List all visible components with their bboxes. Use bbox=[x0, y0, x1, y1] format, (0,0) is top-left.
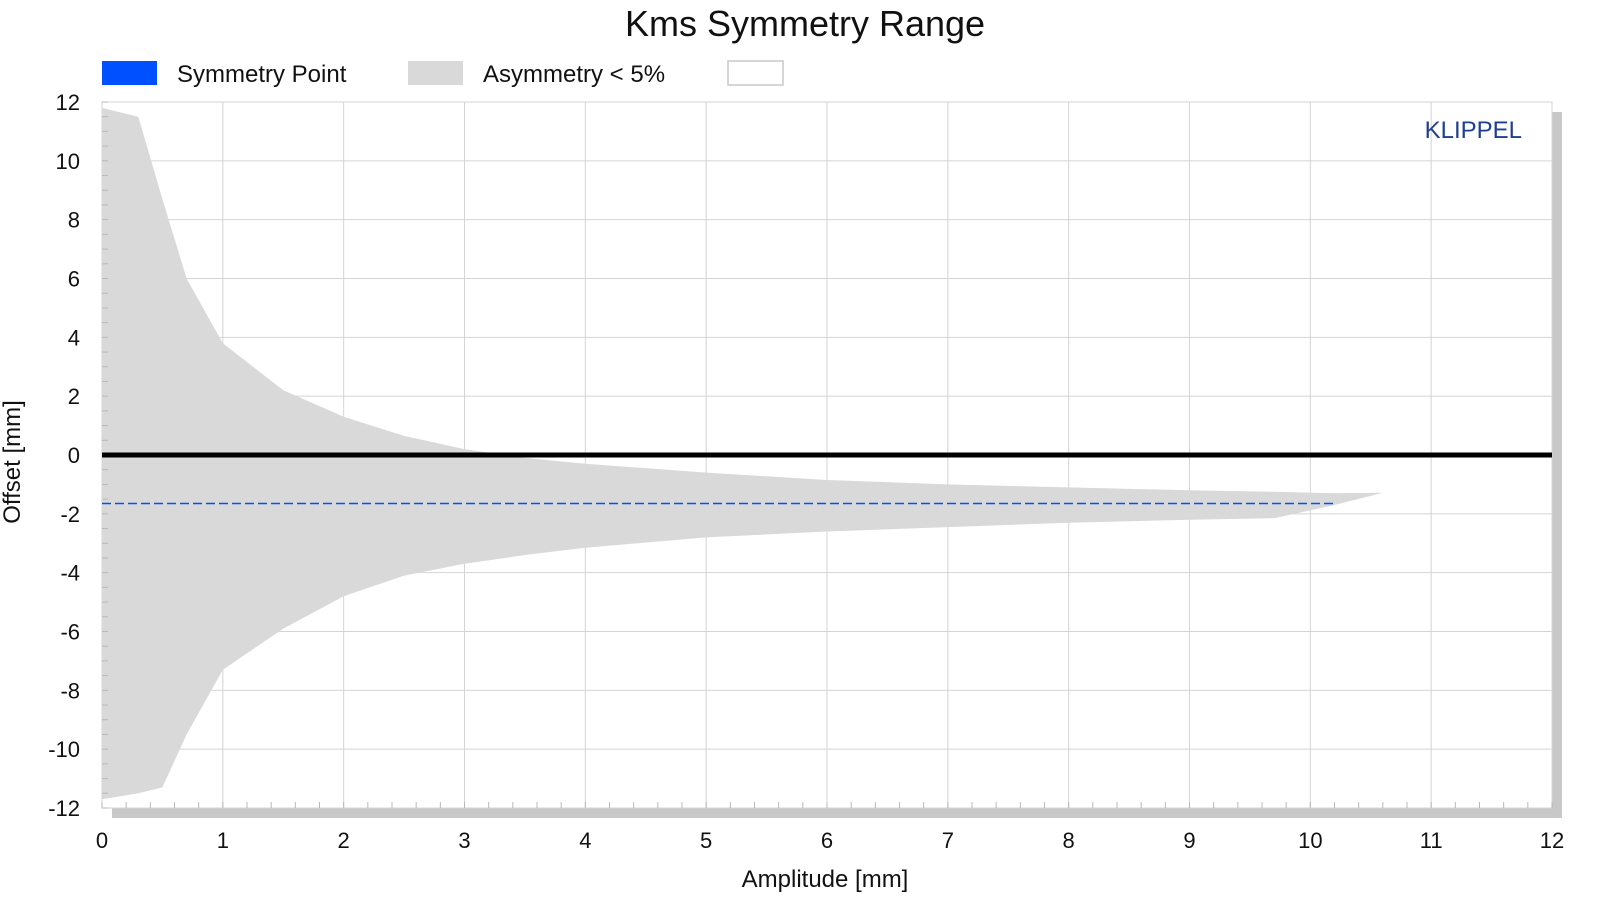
x-tick-label: 11 bbox=[1420, 828, 1443, 853]
x-axis-title: Amplitude [mm] bbox=[742, 866, 909, 893]
y-tick-label: -6 bbox=[60, 620, 80, 645]
chart-shadow-right bbox=[1552, 112, 1562, 818]
x-tick-label: 2 bbox=[338, 828, 350, 853]
x-tick-label: 10 bbox=[1298, 828, 1322, 853]
y-tick-label: -8 bbox=[60, 678, 80, 703]
y-tick-label: 2 bbox=[68, 384, 80, 409]
minor-ticks bbox=[101, 101, 1553, 809]
y-tick-label: 0 bbox=[68, 443, 80, 468]
x-tick-label: 1 bbox=[217, 828, 229, 853]
chart-shadow-bottom bbox=[112, 808, 1562, 818]
chart-title: Kms Symmetry Range bbox=[625, 3, 985, 44]
y-tick-label: 8 bbox=[68, 208, 80, 233]
x-tick-label: 7 bbox=[942, 828, 954, 853]
klippel-watermark: KLIPPEL bbox=[1425, 117, 1522, 144]
x-tick-label: 3 bbox=[458, 828, 470, 853]
y-tick-labels: 12 10 8 6 4 2 0 -2 -4 -6 -8 -10 -12 bbox=[48, 90, 80, 821]
x-tick-label: 0 bbox=[96, 828, 108, 853]
legend-swatch-symmetry-point bbox=[102, 61, 157, 85]
legend: Symmetry Point Asymmetry < 5% bbox=[102, 60, 784, 88]
legend-swatch-asymmetry bbox=[408, 61, 463, 85]
x-tick-label: 8 bbox=[1063, 828, 1075, 853]
x-tick-label: 4 bbox=[579, 828, 591, 853]
y-tick-label: -10 bbox=[48, 737, 80, 762]
legend-label-symmetry-point: Symmetry Point bbox=[177, 61, 347, 88]
data-lines bbox=[102, 452, 1552, 505]
legend-swatch-empty bbox=[727, 60, 784, 86]
y-tick-label: 6 bbox=[68, 267, 80, 292]
x-tick-label: 6 bbox=[821, 828, 833, 853]
x-tick-labels: 0 1 2 3 4 5 6 7 8 9 10 11 12 bbox=[96, 828, 1564, 853]
x-tick-label: 9 bbox=[1183, 828, 1195, 853]
y-tick-label: 12 bbox=[56, 90, 80, 115]
y-tick-label: 10 bbox=[56, 149, 80, 174]
y-tick-label: -12 bbox=[48, 796, 80, 821]
y-tick-label: -4 bbox=[60, 561, 80, 586]
y-axis-title: Offset [mm] bbox=[0, 400, 26, 524]
x-tick-label: 12 bbox=[1540, 828, 1564, 853]
legend-label-asymmetry: Asymmetry < 5% bbox=[483, 61, 665, 88]
y-tick-label: -2 bbox=[60, 502, 80, 527]
y-tick-label: 4 bbox=[68, 325, 80, 350]
x-tick-label: 5 bbox=[700, 828, 712, 853]
